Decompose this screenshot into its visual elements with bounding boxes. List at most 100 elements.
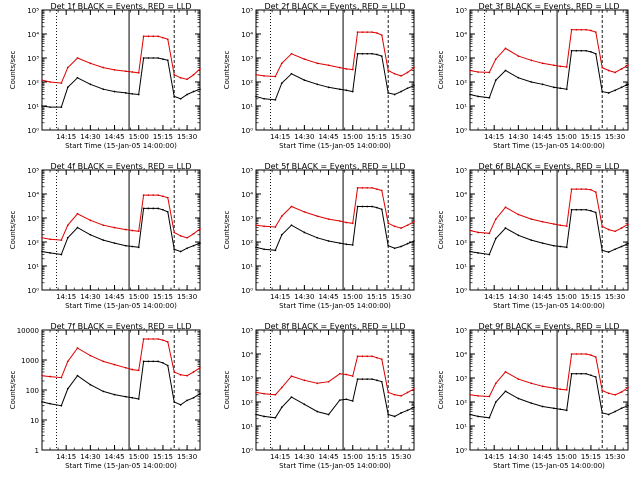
y-tick-label: 10⁰ — [241, 287, 253, 295]
lld-data-point — [166, 196, 169, 199]
y-tick-label: 10⁵ — [455, 7, 467, 15]
lld-data-point — [131, 368, 134, 371]
y-tick-label: 1000 — [21, 357, 39, 365]
events-data-point — [356, 205, 359, 208]
events-data-point — [303, 231, 306, 234]
lld-data-point — [280, 215, 283, 217]
y-tick-label: 10⁴ — [241, 351, 253, 359]
lld-data-point — [585, 28, 587, 31]
events-data-point — [552, 244, 555, 247]
y-tick-label: 10⁰ — [455, 287, 467, 295]
events-data-point — [580, 49, 583, 52]
events-data-point — [371, 205, 373, 208]
events-data-point — [192, 396, 195, 399]
events-data-point — [89, 383, 92, 386]
events-data-point — [152, 360, 155, 363]
lld-data-point — [76, 347, 79, 349]
lld-data-point — [393, 393, 396, 396]
events-data-point — [361, 378, 364, 380]
events-data-point — [376, 379, 378, 382]
chart-title: Det 1f BLACK = Events, RED = LLD — [50, 2, 191, 11]
events-data-point — [280, 406, 283, 409]
y-axis-label: Counts/sec — [437, 211, 445, 250]
lld-series-line — [469, 29, 629, 73]
events-data-point — [541, 83, 544, 86]
lld-data-point — [387, 222, 390, 225]
lld-data-point — [380, 34, 383, 36]
y-tick-label: 10² — [455, 399, 467, 407]
lld-data-point — [192, 73, 195, 76]
events-data-point — [147, 360, 150, 363]
lld-data-point — [338, 66, 341, 69]
events-data-point — [166, 210, 169, 213]
lld-data-point — [366, 355, 369, 358]
lld-data-point — [361, 355, 364, 358]
lld-data-point — [60, 239, 63, 241]
y-axis-label: Counts/sec — [437, 51, 445, 90]
events-data-point — [60, 404, 63, 407]
chart-panel: Det 3f BLACK = Events, RED = LLD 10⁰ 10¹ 10… — [437, 2, 629, 150]
x-tick-label: 15:30 — [177, 453, 197, 461]
events-data-point — [380, 208, 383, 211]
lld-data-point — [102, 360, 105, 363]
lld-data-point — [530, 382, 533, 385]
lld-data-point — [469, 229, 471, 232]
lld-data-point — [152, 194, 155, 196]
events-data-point — [477, 252, 479, 254]
y-tick-label: 10¹ — [27, 263, 39, 271]
lld-data-point — [627, 223, 629, 226]
events-data-point — [192, 90, 195, 93]
events-data-point — [76, 374, 79, 377]
lld-data-point — [580, 28, 583, 31]
x-tick-label: 15:00 — [557, 453, 577, 461]
x-tick-label: 14:30 — [294, 133, 314, 141]
plot-frame — [255, 169, 415, 291]
lld-data-point — [173, 231, 176, 234]
events-data-point — [585, 208, 587, 211]
events-data-point — [131, 245, 134, 248]
x-tick-label: 15:15 — [367, 133, 387, 141]
x-tick-label: 15:30 — [391, 133, 411, 141]
lld-data-point — [601, 389, 604, 392]
events-data-point — [380, 55, 383, 57]
x-axis-label: Start Time (15-Jan-05 14:00:00) — [65, 462, 177, 470]
events-data-point — [89, 233, 92, 236]
lld-data-point — [179, 234, 182, 237]
events-series-line — [469, 209, 629, 256]
lld-data-point — [303, 58, 306, 60]
events-data-point — [552, 407, 555, 410]
events-data-point — [113, 242, 116, 244]
chart-title: Det 7f BLACK = Events, RED = LLD — [50, 322, 191, 331]
y-tick-label: 10¹ — [241, 423, 253, 431]
x-axis-label: Start Time (15-Jan-05 14:00:00) — [279, 462, 391, 470]
lld-data-point — [255, 391, 257, 394]
lld-series-line — [255, 187, 415, 229]
lld-data-point — [102, 66, 105, 69]
events-data-point — [186, 247, 189, 250]
lld-data-point — [131, 71, 134, 73]
y-tick-label: 10¹ — [241, 263, 253, 271]
y-tick-label: 10⁵ — [241, 7, 253, 15]
events-data-point — [575, 208, 578, 211]
plot-frame — [469, 329, 629, 451]
lld-data-point — [280, 386, 283, 389]
plot-frame — [255, 9, 415, 131]
lld-data-point — [620, 227, 623, 229]
events-data-point — [406, 409, 409, 412]
lld-data-point — [131, 229, 134, 232]
lld-data-point — [580, 353, 583, 355]
events-data-point — [192, 244, 195, 247]
x-tick-label: 14:15 — [270, 453, 290, 461]
lld-data-point — [517, 378, 520, 380]
events-data-point — [580, 372, 583, 375]
lld-data-point — [477, 71, 479, 73]
lld-data-point — [601, 225, 604, 228]
y-tick-label: 10² — [27, 79, 39, 87]
events-data-point — [570, 208, 573, 211]
lld-data-point — [406, 224, 409, 227]
chart-panel: Det 7f BLACK = Events, RED = LLD 1 10 100 10… — [9, 322, 201, 470]
events-data-point — [517, 234, 520, 237]
lld-data-point — [124, 70, 127, 73]
lld-data-point — [356, 355, 359, 358]
plot-frame — [255, 329, 415, 451]
